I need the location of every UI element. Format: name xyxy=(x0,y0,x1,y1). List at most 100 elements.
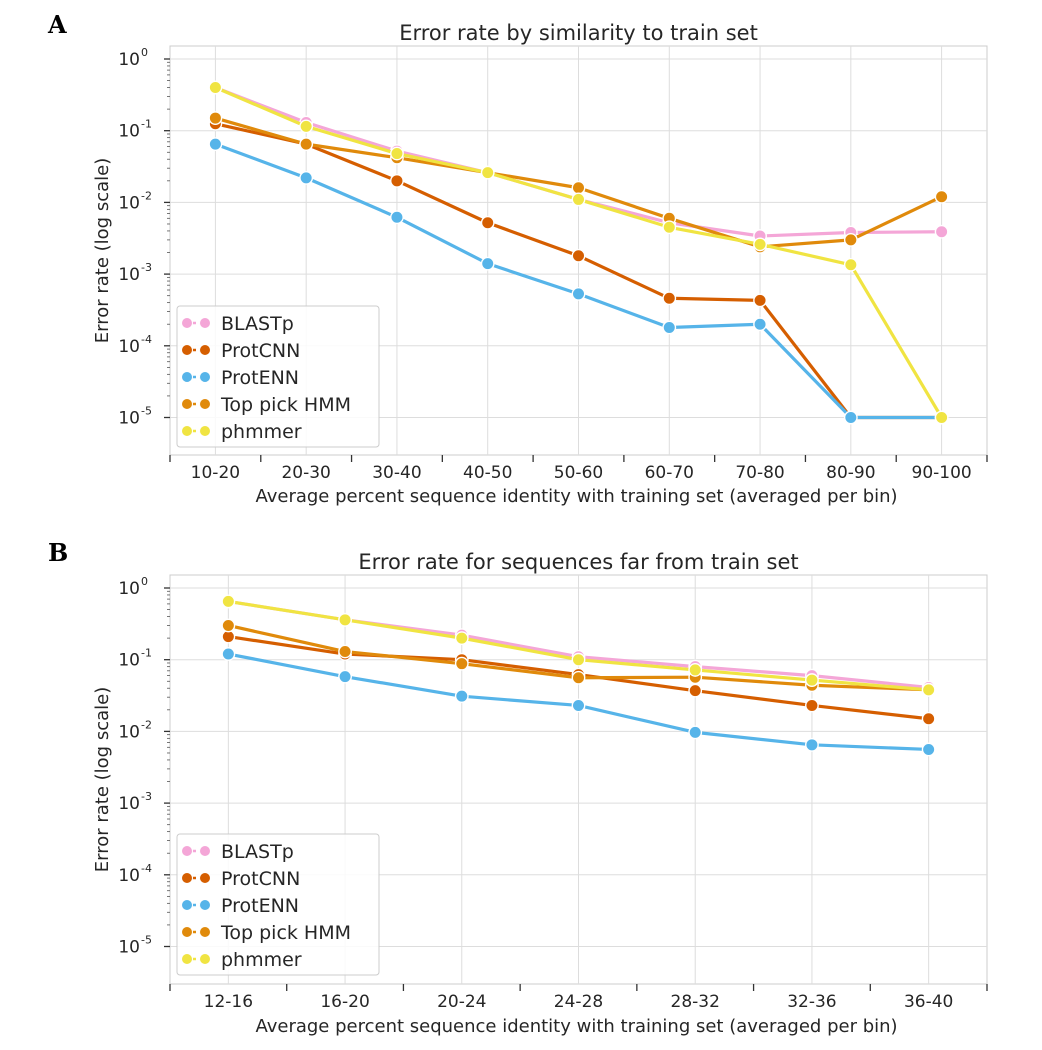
data-point-protcnn xyxy=(480,215,495,230)
data-point-protenn xyxy=(662,320,677,335)
data-point-phmmer xyxy=(338,612,352,627)
data-point-top-pick-hmm xyxy=(843,232,858,247)
data-point-top-pick-hmm xyxy=(338,644,352,659)
legend-marker-top-pick-hmm xyxy=(199,926,211,938)
data-point-phmmer xyxy=(805,673,819,687)
data-point-protenn xyxy=(843,410,858,425)
legend-label-top-pick-hmm: Top pick HMM xyxy=(220,394,351,416)
data-point-protenn xyxy=(208,137,223,152)
data-point-protcnn xyxy=(753,293,767,308)
y-tick-label: 10-1 xyxy=(118,118,152,142)
chart-panel-a: 100 10-1 10-2 10-3 10-4 10-5 10-20 20-30 30-40 40… xyxy=(92,21,988,507)
panel-letter-a: A xyxy=(48,10,67,39)
data-point-phmmer xyxy=(843,257,858,272)
legend-marker-phmmer xyxy=(181,953,193,965)
legend-marker-protenn xyxy=(199,371,211,383)
data-point-protenn xyxy=(805,737,819,752)
legend-marker-blastp xyxy=(181,845,193,857)
legend-marker-protenn xyxy=(199,899,211,911)
x-tick-label: 80-90 xyxy=(826,463,875,483)
x-tick-label: 32-36 xyxy=(787,992,836,1012)
legend-marker-protcnn xyxy=(181,344,193,356)
data-point-protenn xyxy=(338,669,352,684)
data-point-protcnn xyxy=(688,683,703,698)
data-point-protcnn xyxy=(921,711,936,726)
data-point-phmmer xyxy=(454,631,469,646)
x-tick-label: 90-100 xyxy=(912,463,972,483)
legend-label-blastp: BLASTp xyxy=(221,313,294,335)
y-tick-label: 10-5 xyxy=(118,405,152,429)
y-tick-label: 10-5 xyxy=(118,934,152,958)
data-point-protenn xyxy=(480,256,495,271)
x-tick-label: 50-60 xyxy=(554,463,603,483)
data-point-phmmer xyxy=(753,237,767,252)
legend-marker-protcnn xyxy=(199,344,211,356)
legend-label-phmmer: phmmer xyxy=(221,949,302,971)
data-point-protenn xyxy=(454,689,469,704)
data-point-phmmer xyxy=(299,119,314,134)
legend-box xyxy=(176,305,380,448)
chart-panel-b: 100 10-1 10-2 10-3 10-4 10-5 12-16 16-20 20-24 24… xyxy=(92,550,988,1037)
x-tick-label: 60-70 xyxy=(645,463,694,483)
legend-marker-protcnn xyxy=(181,872,193,884)
x-tick-label: 70-80 xyxy=(735,463,784,483)
x-tick-label: 40-50 xyxy=(463,463,512,483)
chart-title: Error rate by similarity to train set xyxy=(399,21,758,45)
data-point-phmmer xyxy=(571,192,586,207)
data-point-top-pick-hmm xyxy=(208,111,223,125)
chart-title: Error rate for sequences far from train … xyxy=(358,550,798,574)
legend-marker-top-pick-hmm xyxy=(199,398,211,410)
data-point-blastp xyxy=(934,224,949,239)
data-point-protenn xyxy=(571,698,586,713)
x-tick-label: 16-20 xyxy=(320,992,369,1012)
legend-marker-blastp xyxy=(199,317,211,329)
data-point-phmmer xyxy=(390,146,404,161)
data-point-protenn xyxy=(390,210,404,225)
data-point-protcnn xyxy=(571,248,586,263)
legend-marker-top-pick-hmm xyxy=(181,926,193,938)
data-point-top-pick-hmm xyxy=(571,180,586,195)
x-tick-label: 12-16 xyxy=(204,992,253,1012)
x-tick-label: 10-20 xyxy=(191,463,240,483)
data-point-protenn xyxy=(299,170,314,185)
y-tick-label: 10-3 xyxy=(118,261,152,285)
data-point-protenn xyxy=(921,742,936,757)
x-tick-label: 30-40 xyxy=(372,463,421,483)
legend-marker-phmmer xyxy=(199,953,211,965)
legend-marker-protenn xyxy=(181,371,193,383)
x-tick-label: 28-32 xyxy=(671,992,720,1012)
legend-marker-protcnn xyxy=(199,872,211,884)
data-point-top-pick-hmm xyxy=(221,618,236,633)
data-point-protenn xyxy=(688,725,703,740)
data-point-top-pick-hmm xyxy=(934,189,949,204)
legend-label-blastp: BLASTp xyxy=(221,841,294,863)
legend-marker-phmmer xyxy=(181,425,193,437)
legend-label-protcnn: ProtCNN xyxy=(221,868,300,890)
x-tick-label: 20-24 xyxy=(437,992,486,1012)
y-axis-label: Error rate (log scale) xyxy=(92,158,113,343)
y-tick-label: 10-2 xyxy=(118,189,152,213)
data-point-phmmer xyxy=(934,410,949,425)
y-tick-label: 100 xyxy=(118,575,148,599)
legend-marker-blastp xyxy=(181,317,193,329)
legend-marker-top-pick-hmm xyxy=(181,398,193,410)
x-axis-label: Average percent sequence identity with t… xyxy=(255,486,897,507)
legend-label-protcnn: ProtCNN xyxy=(221,340,300,362)
x-axis-label: Average percent sequence identity with t… xyxy=(255,1016,897,1037)
legend-marker-blastp xyxy=(199,845,211,857)
data-point-protcnn xyxy=(390,173,404,188)
data-point-phmmer xyxy=(921,682,936,697)
data-point-top-pick-hmm xyxy=(571,670,586,685)
data-point-protcnn xyxy=(662,291,677,306)
y-tick-label: 10-4 xyxy=(118,333,152,357)
data-point-phmmer xyxy=(221,594,236,609)
x-tick-label: 24-28 xyxy=(554,992,603,1012)
x-tick-label: 36-40 xyxy=(904,992,953,1012)
data-point-phmmer xyxy=(208,80,223,95)
data-point-protenn xyxy=(753,317,767,332)
y-tick-label: 100 xyxy=(118,46,148,70)
x-tick-label: 20-30 xyxy=(281,463,330,483)
data-point-protenn xyxy=(571,286,586,301)
legend-box xyxy=(176,833,380,976)
